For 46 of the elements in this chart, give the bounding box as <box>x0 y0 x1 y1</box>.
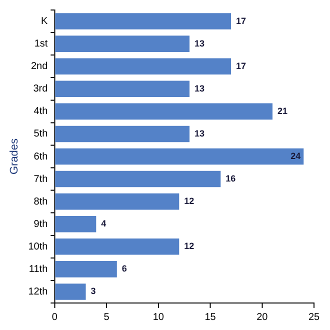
data-label: 13 <box>194 128 205 138</box>
x-tick-label: 20 <box>256 312 268 323</box>
y-tick-label: 3rd <box>33 84 48 95</box>
bar <box>55 238 180 255</box>
x-tick-label: 10 <box>152 312 164 323</box>
data-label: 24 <box>290 150 301 161</box>
x-tick-label: 25 <box>308 312 320 323</box>
y-tick-label: 5th <box>34 128 48 140</box>
bar <box>55 126 190 142</box>
bar <box>55 261 117 278</box>
bar <box>55 36 190 52</box>
data-label: 13 <box>194 83 205 94</box>
x-tick-label: 0 <box>52 312 58 323</box>
y-axis-title: Grades <box>8 138 21 175</box>
data-label: 17 <box>236 60 246 71</box>
y-tick-label: 10th <box>28 241 48 252</box>
bar <box>55 284 86 300</box>
y-tick-label: 8th <box>34 196 48 208</box>
y-tick-label: 2nd <box>30 61 48 72</box>
data-label: 4 <box>101 218 106 229</box>
bar <box>55 13 232 30</box>
data-label: 12 <box>184 241 194 252</box>
data-label: 21 <box>278 106 288 116</box>
y-tick-label: 4th <box>34 106 48 118</box>
y-tick-label: 1st <box>34 38 48 50</box>
y-tick-label: 12th <box>28 286 48 298</box>
bar <box>55 193 180 210</box>
bar <box>55 148 304 165</box>
x-tick-label: 5 <box>104 312 110 323</box>
bar <box>55 170 221 188</box>
data-label: 12 <box>184 196 194 206</box>
data-label: 6 <box>122 264 127 274</box>
data-label: 3 <box>90 286 96 296</box>
y-tick-label: 11th <box>28 264 48 275</box>
bar <box>55 58 232 74</box>
data-label: 13 <box>194 38 205 48</box>
data-label: 17 <box>236 16 246 26</box>
y-tick-label: K <box>40 16 48 28</box>
y-tick-label: 6th <box>34 151 48 162</box>
x-tick-label: 15 <box>204 312 216 323</box>
data-label: 16 <box>226 174 236 184</box>
y-tick-label: 7th <box>34 174 48 185</box>
bar <box>55 103 273 120</box>
y-tick-label: 9th <box>34 218 48 230</box>
bar <box>55 80 190 98</box>
bar <box>55 216 96 232</box>
